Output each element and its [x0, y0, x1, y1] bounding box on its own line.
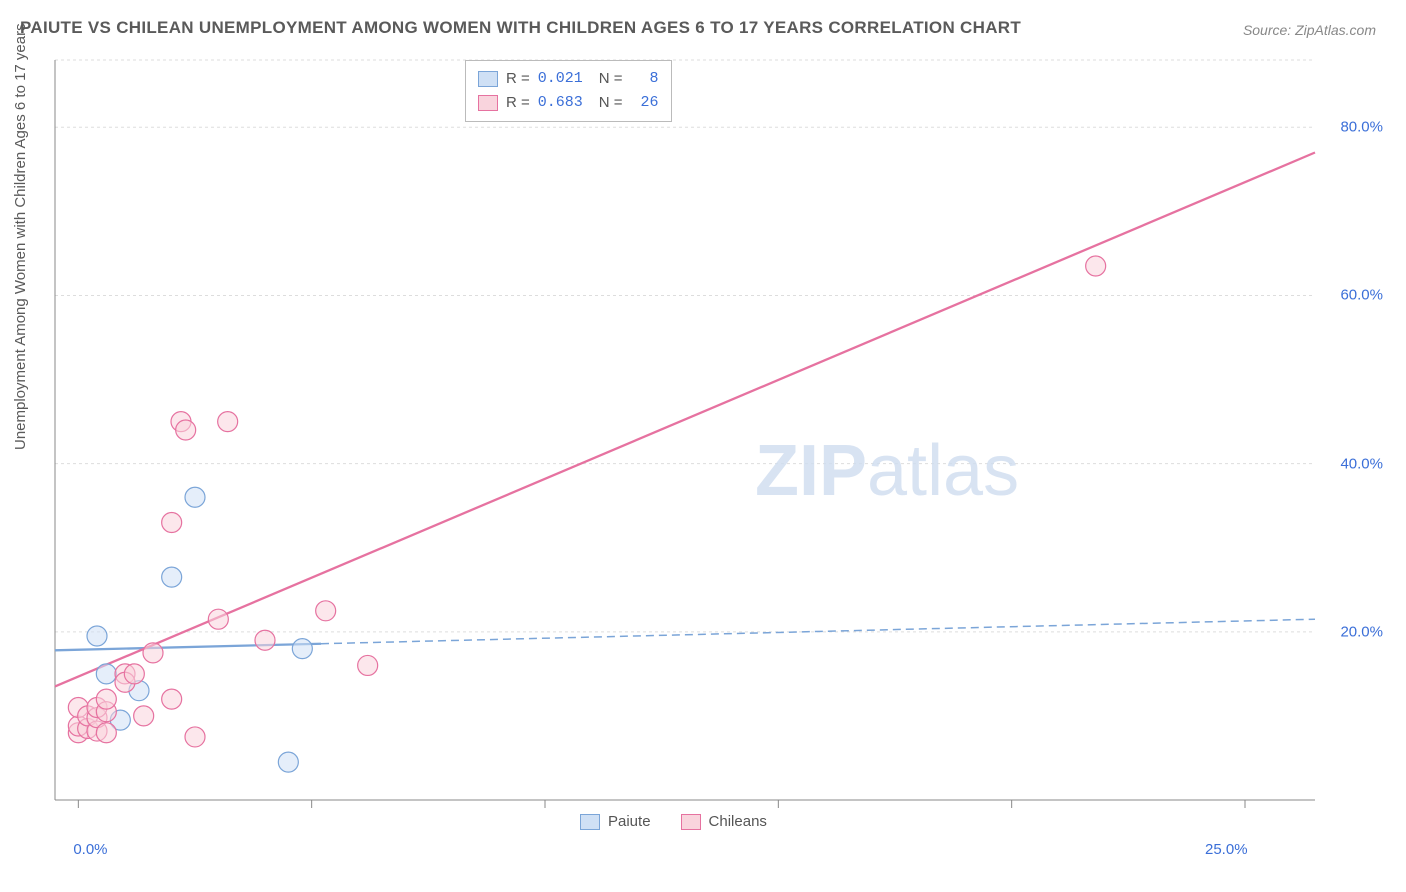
legend-n-value: 8	[631, 67, 659, 91]
y-tick-label: 20.0%	[1340, 623, 1383, 640]
legend-swatch	[580, 814, 600, 830]
legend-series-item: Chileans	[681, 813, 767, 830]
legend-stats: R = 0.021 N = 8 R = 0.683 N = 26	[465, 60, 672, 122]
y-tick-label: 80.0%	[1340, 119, 1383, 136]
legend-stats-row: R = 0.683 N = 26	[478, 91, 659, 115]
legend-n-value: 26	[631, 91, 659, 115]
chart-svg	[55, 50, 1375, 830]
legend-series: Paiute Chileans	[580, 813, 767, 830]
legend-r-value: 0.021	[538, 67, 583, 91]
legend-r-label: R =	[506, 67, 530, 91]
y-tick-label: 60.0%	[1340, 287, 1383, 304]
legend-swatch	[478, 71, 498, 87]
chart-source: Source: ZipAtlas.com	[1243, 22, 1376, 38]
chart-plot-area: ZIPatlas R = 0.021 N = 8 R = 0.683 N = 2…	[55, 50, 1375, 830]
legend-swatch	[681, 814, 701, 830]
legend-series-item: Paiute	[580, 813, 651, 830]
y-axis-label: Unemployment Among Women with Children A…	[12, 23, 29, 450]
legend-series-label: Chileans	[709, 813, 767, 830]
x-tick-label: 0.0%	[73, 841, 107, 858]
legend-r-label: R =	[506, 91, 530, 115]
legend-stats-row: R = 0.021 N = 8	[478, 67, 659, 91]
legend-n-label: N =	[599, 91, 623, 115]
legend-r-value: 0.683	[538, 91, 583, 115]
legend-swatch	[478, 95, 498, 111]
legend-n-label: N =	[599, 67, 623, 91]
legend-series-label: Paiute	[608, 813, 651, 830]
chart-title: PAIUTE VS CHILEAN UNEMPLOYMENT AMONG WOM…	[20, 18, 1021, 38]
x-tick-label: 25.0%	[1205, 841, 1248, 858]
y-tick-label: 40.0%	[1340, 455, 1383, 472]
